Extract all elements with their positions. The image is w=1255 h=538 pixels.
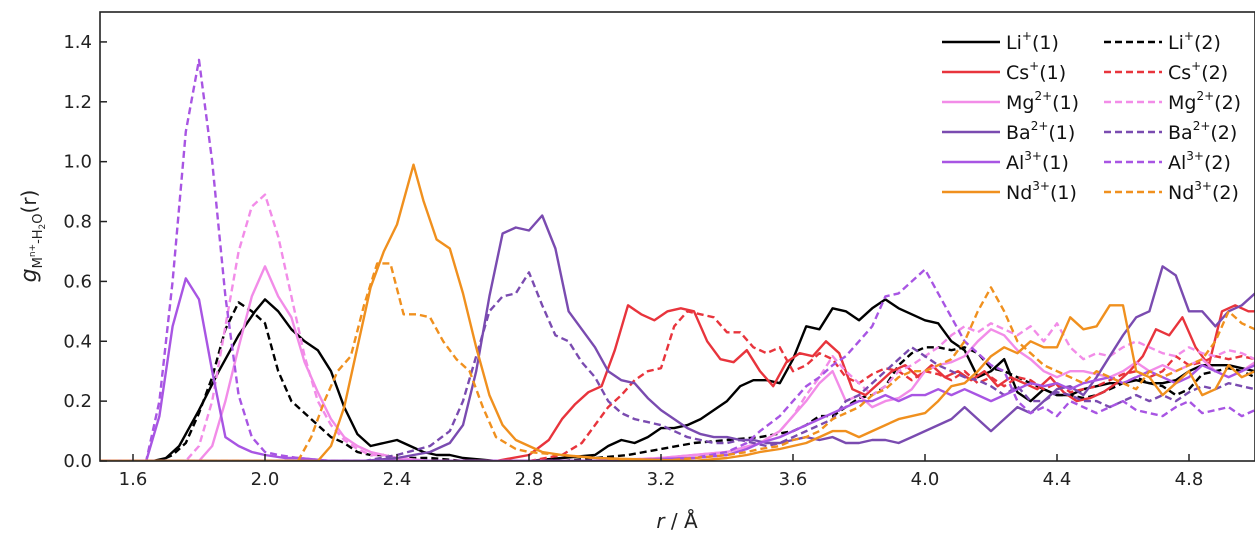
y-tick-label: 0.8 xyxy=(63,212,92,233)
x-axis-title: r / Å xyxy=(656,509,698,533)
legend-label: Ba2+(2) xyxy=(1168,119,1237,144)
series-line-al-1 xyxy=(100,277,1255,461)
x-tick-label: 1.6 xyxy=(119,469,148,490)
legend-label: Ba2+(1) xyxy=(1006,119,1075,144)
series-line-li-2 xyxy=(100,301,1255,461)
y-tick-label: 0.2 xyxy=(63,391,92,412)
series-line-cs-1 xyxy=(100,304,1255,461)
y-tick-label: 0.4 xyxy=(63,331,92,352)
series-line-cs-2 xyxy=(100,310,1255,461)
x-tick-label: 3.6 xyxy=(779,469,808,490)
legend-label: Li+(2) xyxy=(1168,29,1221,54)
legend-label: Cs+(1) xyxy=(1006,59,1066,84)
legend-label: Nd3+(2) xyxy=(1168,179,1239,204)
series-layer xyxy=(100,58,1255,461)
x-tick-label: 2.8 xyxy=(515,469,544,490)
series-line-li-1 xyxy=(100,298,1255,461)
y-tick-label: 0.6 xyxy=(63,271,92,292)
plot-frame xyxy=(99,11,1255,462)
series-line-mg-2 xyxy=(100,193,1255,461)
legend-label: Mg2+(1) xyxy=(1006,89,1079,114)
x-tick-label: 2.4 xyxy=(383,469,412,490)
x-tick-label: 2.0 xyxy=(251,469,280,490)
legend-label: Li+(1) xyxy=(1006,29,1059,54)
y-axis-title: gMn+-H2O(r) xyxy=(17,190,48,283)
y-tick-label: 1.2 xyxy=(63,92,92,113)
series-line-ba-2 xyxy=(100,271,1255,461)
x-tick-label: 4.4 xyxy=(1043,469,1072,490)
y-tick-label: 1.0 xyxy=(63,152,92,173)
legend-label: Nd3+(1) xyxy=(1006,179,1077,204)
x-tick-label: 3.2 xyxy=(647,469,676,490)
series-line-al-2 xyxy=(100,58,1255,461)
legend-label: Al3+(1) xyxy=(1006,149,1069,174)
x-tick-label: 4.0 xyxy=(911,469,940,490)
legend-label: Mg2+(2) xyxy=(1168,89,1241,114)
series-line-nd-1 xyxy=(100,163,1255,461)
series-line-ba-1 xyxy=(100,214,1255,461)
y-tick-label: 0.0 xyxy=(63,451,92,472)
legend-label: Al3+(2) xyxy=(1168,149,1231,174)
series-line-nd-2 xyxy=(100,262,1255,461)
y-tick-label: 1.4 xyxy=(63,32,92,53)
legend-label: Cs+(2) xyxy=(1168,59,1228,84)
axis-layer: 1.6 2.0 2.4 2.8 3.2 3.6 4.0 4.4 4.8 0.0 0.2 0.4 0.6 0… xyxy=(63,32,1203,490)
x-tick-label: 4.8 xyxy=(1175,469,1204,490)
legend: Li+(1) Li+(2) Cs+(1) Cs+(2) Mg2+(1) Mg2+(2) Ba… xyxy=(942,29,1241,204)
